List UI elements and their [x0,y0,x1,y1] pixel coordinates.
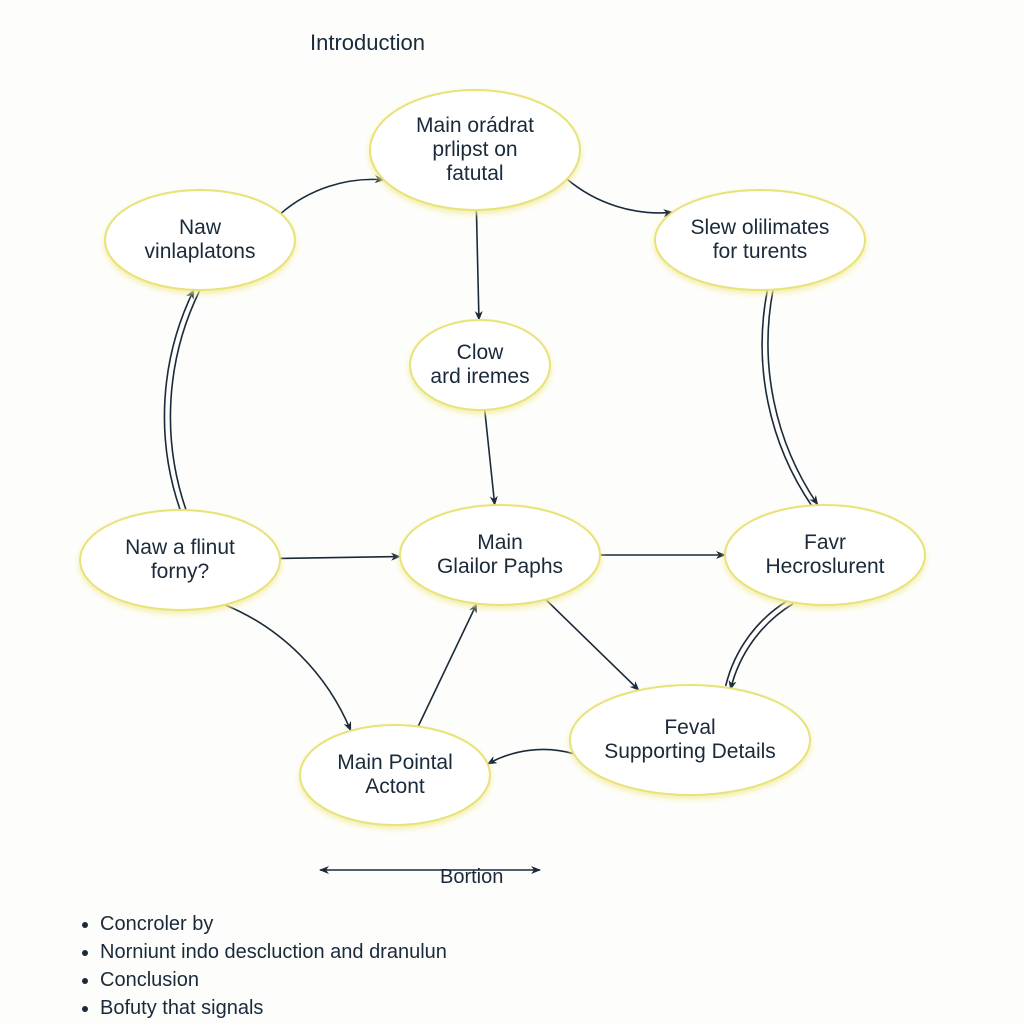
flowchart-diagram: Main orádratprlipst onfatutal Slew olilim… [0,0,1024,1024]
heading-text: Introduction [310,30,425,55]
edge [225,605,351,731]
diagram-node: MainGlailor Paphs [400,505,600,605]
edge [281,179,384,213]
bullet-item: Concroler by [100,910,447,938]
edge [164,290,193,510]
edge [170,290,199,510]
bottom-label-text: Bortion [440,866,503,888]
edge [485,410,495,505]
edge [567,179,673,213]
edge [546,599,639,690]
bullet-item: Bofuty that signals [100,994,447,1022]
bottom-label: Bortion [440,866,503,889]
diagram-node: Naw a flinutforny? [80,510,280,610]
edge [730,604,793,690]
diagram-node: Nawvinlaplatons [105,190,295,290]
edge [476,210,479,320]
bullet-item: Conclusion [100,966,447,994]
bullet-item: Norniunt indo descluction and dranulun [100,938,447,966]
bullet-list: Concroler byNorniunt indo descluction an… [60,910,447,1022]
edge [280,557,400,559]
diagram-heading: Introduction [310,30,425,56]
diagram-node: Main PointalActont [300,725,490,825]
edge [762,290,812,506]
diagram-node: Main orádratprlipst onfatutal [370,90,580,210]
edge [488,749,574,764]
edge [418,604,477,727]
diagram-node: Cloward iremes [410,320,550,410]
diagram-node: FavrHecroslurent [725,505,925,605]
diagram-node: FevalSupporting Details [570,685,810,795]
diagram-node: Slew olilimatesfor turents [655,190,865,290]
